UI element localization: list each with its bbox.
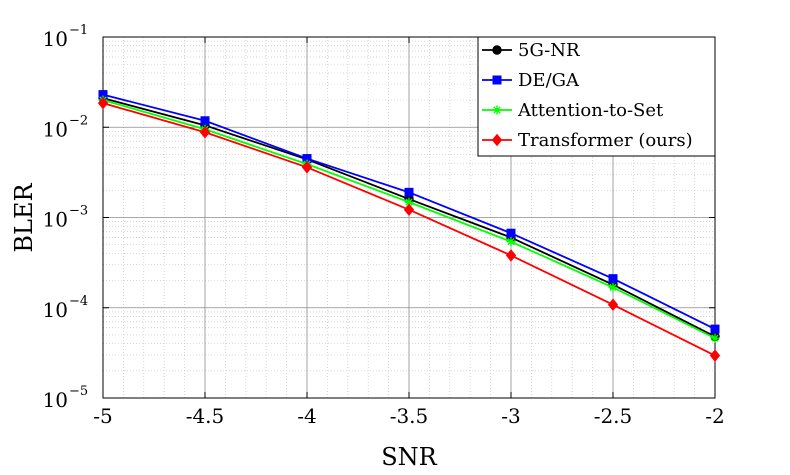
asterisk-stroke xyxy=(711,334,719,342)
y-tick-label-base: 10 xyxy=(43,388,68,412)
asterisk-stroke xyxy=(609,283,617,292)
legend-label-transformer-ours: Transformer (ours) xyxy=(518,130,693,151)
legend: 5G-NR DE/GA Attention-to-Set Transformer (o… xyxy=(477,36,716,157)
x-tick-label: -3.5 xyxy=(390,404,429,428)
y-tick-label-exponent: −5 xyxy=(69,384,88,399)
series-layer xyxy=(97,90,721,362)
data-point-de-ga xyxy=(404,187,414,197)
x-tick-label: -4 xyxy=(297,404,316,428)
y-tick-label-base: 10 xyxy=(43,117,68,141)
y-tick-labels: 10−110−210−310−410−5 xyxy=(43,23,89,412)
asterisk-stroke xyxy=(493,106,501,114)
series-de-ga xyxy=(98,90,720,334)
data-point-de-ga xyxy=(710,324,720,334)
legend-label-de-ga: DE/GA xyxy=(518,70,580,91)
y-tick-label-base: 10 xyxy=(43,298,68,322)
data-point-attention-to-set xyxy=(710,333,720,343)
data-point-transformer-ours xyxy=(709,349,721,362)
legend-marker-5g-nr xyxy=(492,45,502,55)
data-point-transformer-ours xyxy=(403,203,415,216)
x-tick-label: -2.5 xyxy=(594,404,633,428)
y-tick-label-exponent: −2 xyxy=(69,113,88,128)
asterisk-stroke xyxy=(507,238,515,246)
legend-marker-attention-to-set xyxy=(492,105,502,115)
x-tick-labels: -5 -4.5 -4 -3.5 -3 -2.5 -2 xyxy=(93,404,724,428)
asterisk-stroke xyxy=(405,198,413,206)
data-point-de-ga xyxy=(200,116,210,126)
data-point-transformer-ours xyxy=(97,96,109,110)
data-point-attention-to-set xyxy=(506,237,516,247)
data-point-transformer-ours xyxy=(301,161,313,174)
legend-label-5g-nr: 5G-NR xyxy=(518,40,580,61)
legend-label-attention-to-set: Attention-to-Set xyxy=(517,100,664,121)
x-tick-label: -5 xyxy=(93,404,112,428)
y-tick-label-base: 10 xyxy=(43,27,68,51)
x-tick-label: -3 xyxy=(501,404,520,428)
series-transformer-ours xyxy=(97,96,721,362)
legend-box xyxy=(477,36,716,157)
y-axis-label: BLER xyxy=(10,182,38,252)
x-tick-label: -4.5 xyxy=(186,404,225,428)
data-point-de-ga xyxy=(608,274,618,284)
legend-marker-transformer-ours xyxy=(491,133,503,147)
data-point-attention-to-set xyxy=(608,282,618,292)
y-tick-label-exponent: −3 xyxy=(69,204,88,219)
data-point-de-ga xyxy=(506,228,516,238)
x-axis-label: SNR xyxy=(381,443,437,471)
legend-marker-de-ga xyxy=(492,75,502,85)
y-tick-label-exponent: −1 xyxy=(69,23,88,38)
data-point-transformer-ours xyxy=(505,249,517,262)
y-tick-label-exponent: −4 xyxy=(69,294,88,309)
y-tick-label-base: 10 xyxy=(43,208,68,232)
x-tick-label: -2 xyxy=(705,404,724,428)
data-point-transformer-ours xyxy=(607,298,619,312)
data-point-transformer-ours xyxy=(199,125,211,139)
